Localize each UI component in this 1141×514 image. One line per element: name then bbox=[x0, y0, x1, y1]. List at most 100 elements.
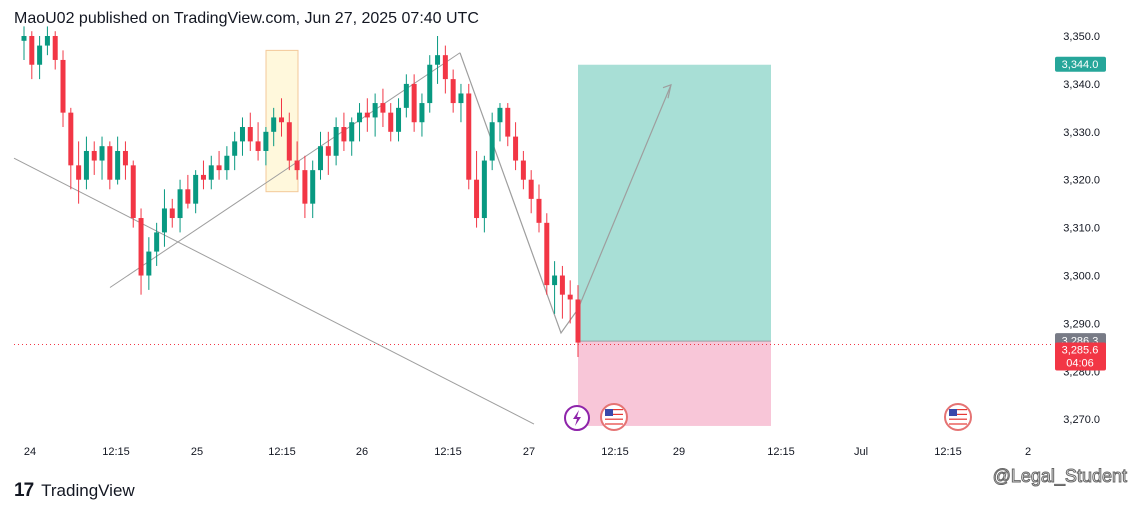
flag-stripe bbox=[949, 413, 967, 415]
candle-body bbox=[372, 103, 378, 118]
candle-body bbox=[559, 275, 565, 295]
candles-layer bbox=[21, 26, 581, 357]
candle bbox=[349, 117, 355, 156]
candle bbox=[177, 179, 183, 233]
candle-body bbox=[208, 165, 214, 180]
candle-body bbox=[76, 165, 82, 180]
candle-body bbox=[286, 122, 292, 161]
candle bbox=[216, 150, 222, 180]
x-tick-label: 27 bbox=[523, 446, 535, 458]
candle-body bbox=[481, 160, 487, 219]
overlay-layer bbox=[564, 403, 972, 431]
candle-body bbox=[536, 198, 542, 223]
candle-body bbox=[341, 127, 347, 142]
y-tick-label: 3,330.0 bbox=[1063, 127, 1100, 139]
x-tick-label: 24 bbox=[24, 446, 36, 458]
candle bbox=[263, 127, 269, 166]
candle bbox=[544, 213, 550, 295]
candle-body bbox=[544, 222, 550, 286]
candle-body bbox=[520, 160, 526, 180]
last-price-label-bg bbox=[1055, 342, 1106, 371]
countdown-label: 04:06 bbox=[1066, 358, 1094, 370]
candle-body bbox=[239, 127, 245, 142]
candle-body bbox=[216, 165, 222, 171]
descending-trendline bbox=[13, 157, 535, 425]
candle bbox=[403, 74, 409, 118]
flag-stripe bbox=[605, 411, 623, 413]
candle-body bbox=[419, 103, 425, 123]
bolt-glyph bbox=[573, 410, 581, 426]
tradingview-logo[interactable]: 17 TradingView bbox=[14, 480, 135, 502]
candle bbox=[388, 103, 394, 142]
candle-body bbox=[575, 299, 581, 343]
candle-body bbox=[37, 45, 43, 65]
ascending-trendline bbox=[109, 52, 461, 288]
candle-body bbox=[91, 150, 97, 161]
candle-body bbox=[44, 36, 50, 46]
projection-arrowhead bbox=[662, 83, 672, 99]
candle-body bbox=[364, 112, 370, 118]
candle bbox=[193, 170, 199, 214]
candle bbox=[107, 141, 113, 190]
candle bbox=[302, 155, 308, 219]
us-flag-event-icon[interactable] bbox=[600, 403, 628, 431]
candle bbox=[559, 265, 565, 319]
y-tick-label: 3,340.0 bbox=[1063, 79, 1100, 91]
tradingview-brand-name: TradingView bbox=[41, 481, 135, 500]
candle-body bbox=[325, 146, 331, 156]
candle-body bbox=[278, 117, 284, 123]
publisher-header: MaoU02 published on TradingView.com, Jun… bbox=[14, 10, 479, 27]
candle bbox=[396, 98, 402, 142]
candle bbox=[536, 184, 542, 233]
candle bbox=[372, 93, 378, 137]
flag-stripe bbox=[605, 421, 623, 423]
candle bbox=[224, 146, 230, 180]
candle bbox=[255, 122, 261, 161]
candle bbox=[528, 170, 534, 214]
candle bbox=[161, 189, 167, 247]
flag-canton bbox=[949, 409, 957, 416]
candle-body bbox=[567, 294, 573, 300]
flag-canton bbox=[605, 409, 613, 416]
candle bbox=[513, 122, 519, 171]
candle bbox=[185, 174, 191, 209]
candle bbox=[505, 103, 511, 147]
author-watermark: @Legal_Student bbox=[992, 466, 1127, 487]
candle-body bbox=[380, 103, 386, 113]
candle-body bbox=[474, 179, 480, 219]
flag-stripe bbox=[949, 418, 967, 420]
candle bbox=[481, 155, 487, 233]
candle-body bbox=[115, 150, 121, 180]
candle-body bbox=[263, 131, 269, 151]
x-tick-label: 12:15 bbox=[767, 446, 795, 458]
lightning-event-icon[interactable] bbox=[564, 405, 590, 431]
candle-body bbox=[396, 107, 402, 132]
candle-body bbox=[302, 170, 308, 204]
candle-body bbox=[52, 36, 58, 60]
candle-body bbox=[21, 36, 27, 41]
flag-stripe bbox=[949, 409, 967, 411]
candle-body bbox=[224, 155, 230, 171]
candle-body bbox=[442, 55, 448, 80]
candle-body bbox=[146, 251, 152, 276]
x-tick-label: 12:15 bbox=[434, 446, 462, 458]
candle bbox=[91, 141, 97, 175]
candle bbox=[37, 36, 43, 80]
candle bbox=[333, 117, 339, 166]
last-price-label: 3,285.6 bbox=[1062, 345, 1099, 357]
axis-layer: 3,270.03,280.03,290.03,300.03,310.03,320… bbox=[24, 31, 1106, 458]
x-tick-label: 2 bbox=[1025, 446, 1031, 458]
candle bbox=[122, 141, 128, 180]
candle bbox=[138, 208, 144, 295]
candle-body bbox=[138, 218, 144, 276]
candle bbox=[458, 83, 464, 123]
flag-stripe bbox=[605, 418, 623, 420]
y-tick-label: 3,290.0 bbox=[1063, 318, 1100, 330]
candle bbox=[552, 261, 558, 314]
us-flag-event-icon[interactable] bbox=[944, 403, 972, 431]
candle-body bbox=[552, 275, 558, 286]
candle-body bbox=[255, 141, 261, 151]
x-tick-label: 12:15 bbox=[102, 446, 130, 458]
x-tick-label: 12:15 bbox=[601, 446, 629, 458]
